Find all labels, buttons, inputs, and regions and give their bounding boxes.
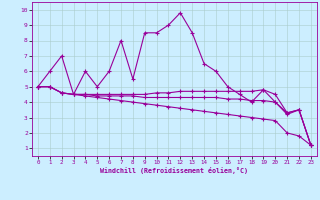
X-axis label: Windchill (Refroidissement éolien,°C): Windchill (Refroidissement éolien,°C) bbox=[100, 167, 248, 174]
